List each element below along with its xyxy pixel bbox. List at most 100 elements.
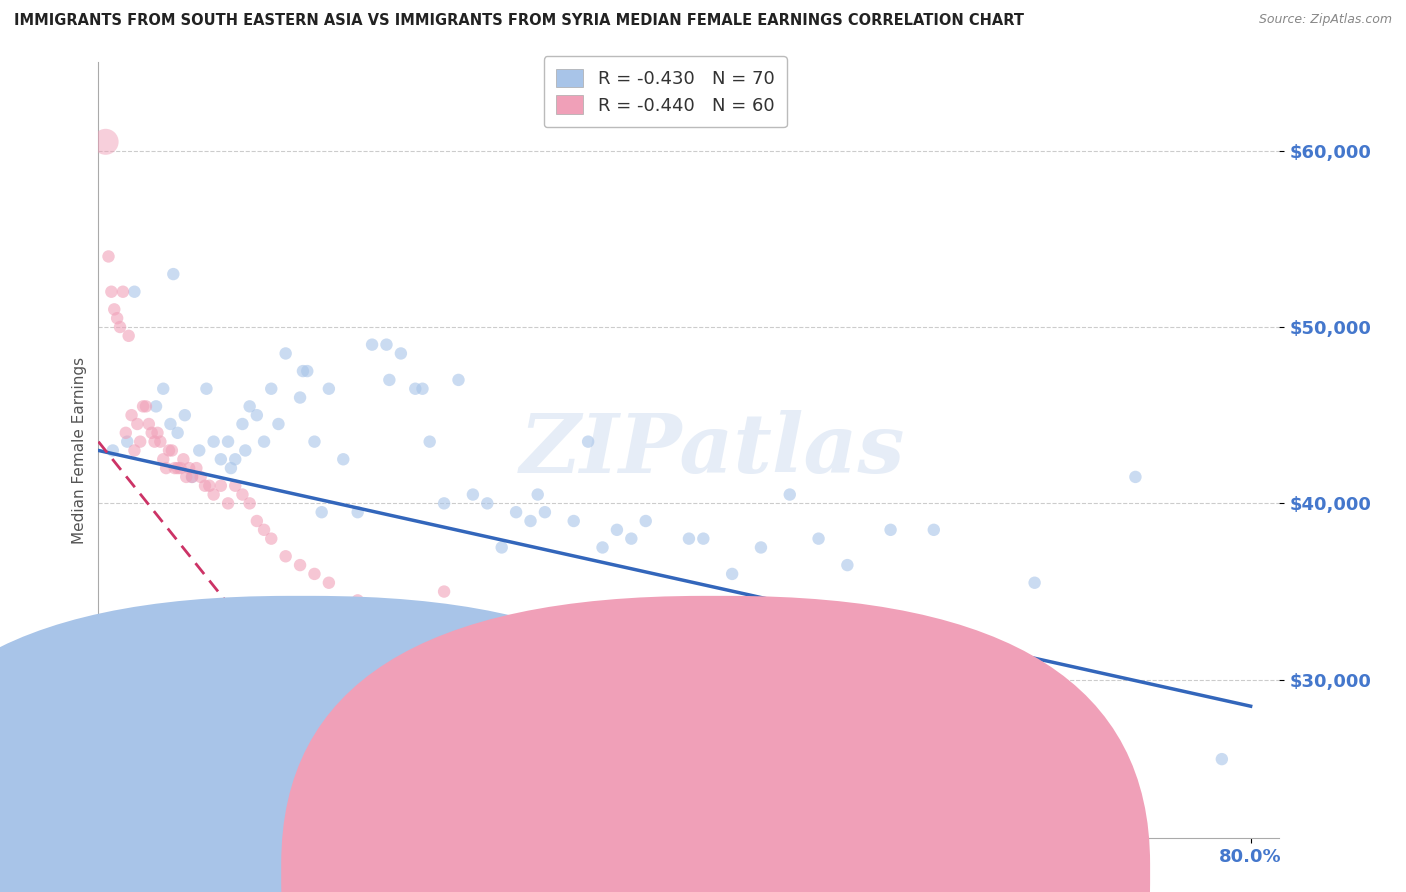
Point: [209, 479, 232, 493]
Point: [346, 593, 368, 607]
Text: Immigrants from Syria: Immigrants from Syria: [751, 863, 936, 880]
Point: [837, 558, 859, 573]
Point: [101, 443, 124, 458]
Point: [169, 461, 191, 475]
Point: [678, 532, 700, 546]
Point: [146, 425, 169, 440]
Point: [664, 734, 686, 748]
Point: [505, 505, 527, 519]
Text: IMMIGRANTS FROM SOUTH EASTERN ASIA VS IMMIGRANTS FROM SYRIA MEDIAN FEMALE EARNIN: IMMIGRANTS FROM SOUTH EASTERN ASIA VS IM…: [14, 13, 1024, 29]
Text: ZIPatlas: ZIPatlas: [520, 410, 905, 491]
Point: [749, 541, 772, 555]
Point: [260, 532, 283, 546]
Point: [163, 461, 186, 475]
Point: [576, 681, 599, 696]
Point: [404, 629, 426, 643]
Point: [172, 452, 194, 467]
Y-axis label: Median Female Earnings: Median Female Earnings: [72, 357, 87, 544]
Point: [233, 443, 256, 458]
Point: [138, 417, 160, 431]
Point: [378, 373, 401, 387]
Point: [152, 382, 174, 396]
Point: [132, 400, 155, 414]
Point: [274, 346, 297, 360]
Point: [879, 523, 901, 537]
Point: [202, 434, 225, 449]
Point: [174, 470, 197, 484]
Point: [121, 408, 143, 422]
Point: [124, 443, 146, 458]
Legend: R = -0.430   N = 70, R = -0.440   N = 60: R = -0.430 N = 70, R = -0.440 N = 60: [544, 56, 787, 128]
Point: [346, 505, 368, 519]
Point: [118, 328, 141, 343]
Point: [274, 549, 297, 564]
Point: [620, 532, 643, 546]
Point: [114, 425, 136, 440]
Point: [173, 408, 195, 422]
Point: [311, 505, 333, 519]
Point: [807, 532, 830, 546]
Point: [634, 725, 657, 739]
Point: [297, 364, 319, 378]
Point: [188, 443, 211, 458]
Point: [100, 285, 122, 299]
Point: [1211, 752, 1233, 766]
Point: [562, 514, 585, 528]
Point: [149, 434, 172, 449]
Point: [491, 629, 513, 643]
Point: [217, 434, 239, 449]
Point: [267, 417, 290, 431]
Point: [160, 443, 183, 458]
Point: [143, 434, 166, 449]
Point: [433, 496, 456, 510]
Point: [606, 699, 628, 714]
Point: [253, 523, 276, 537]
Point: [447, 373, 470, 387]
Point: [186, 461, 208, 475]
Point: [721, 566, 744, 581]
Point: [461, 664, 484, 678]
Point: [433, 584, 456, 599]
Point: [181, 470, 204, 484]
Point: [195, 382, 218, 396]
Point: [209, 452, 232, 467]
Point: [105, 311, 128, 326]
Point: [129, 434, 152, 449]
Point: [304, 566, 326, 581]
Point: [159, 417, 181, 431]
Point: [288, 391, 311, 405]
Point: [692, 532, 714, 546]
Point: [606, 523, 628, 537]
Point: [145, 400, 167, 414]
Point: [404, 382, 426, 396]
Point: [419, 434, 441, 449]
Text: Immigrants from South Eastern Asia: Immigrants from South Eastern Asia: [299, 863, 600, 880]
Point: [127, 417, 149, 431]
Point: [291, 364, 314, 378]
Point: [592, 541, 614, 555]
Point: [1067, 752, 1090, 766]
Point: [304, 434, 326, 449]
Point: [576, 434, 599, 449]
Point: [157, 443, 180, 458]
Point: [519, 514, 541, 528]
Point: [664, 681, 686, 696]
Point: [166, 461, 188, 475]
Point: [155, 461, 177, 475]
Point: [190, 470, 212, 484]
Point: [246, 514, 269, 528]
Point: [461, 487, 484, 501]
Point: [1024, 575, 1046, 590]
Point: [224, 479, 246, 493]
Text: Source: ZipAtlas.com: Source: ZipAtlas.com: [1258, 13, 1392, 27]
Point: [194, 479, 217, 493]
Point: [181, 470, 204, 484]
Point: [166, 425, 188, 440]
Point: [288, 558, 311, 573]
Point: [389, 346, 412, 360]
Point: [217, 496, 239, 510]
Point: [375, 337, 398, 351]
Point: [231, 417, 253, 431]
Point: [124, 285, 146, 299]
Point: [246, 408, 269, 422]
